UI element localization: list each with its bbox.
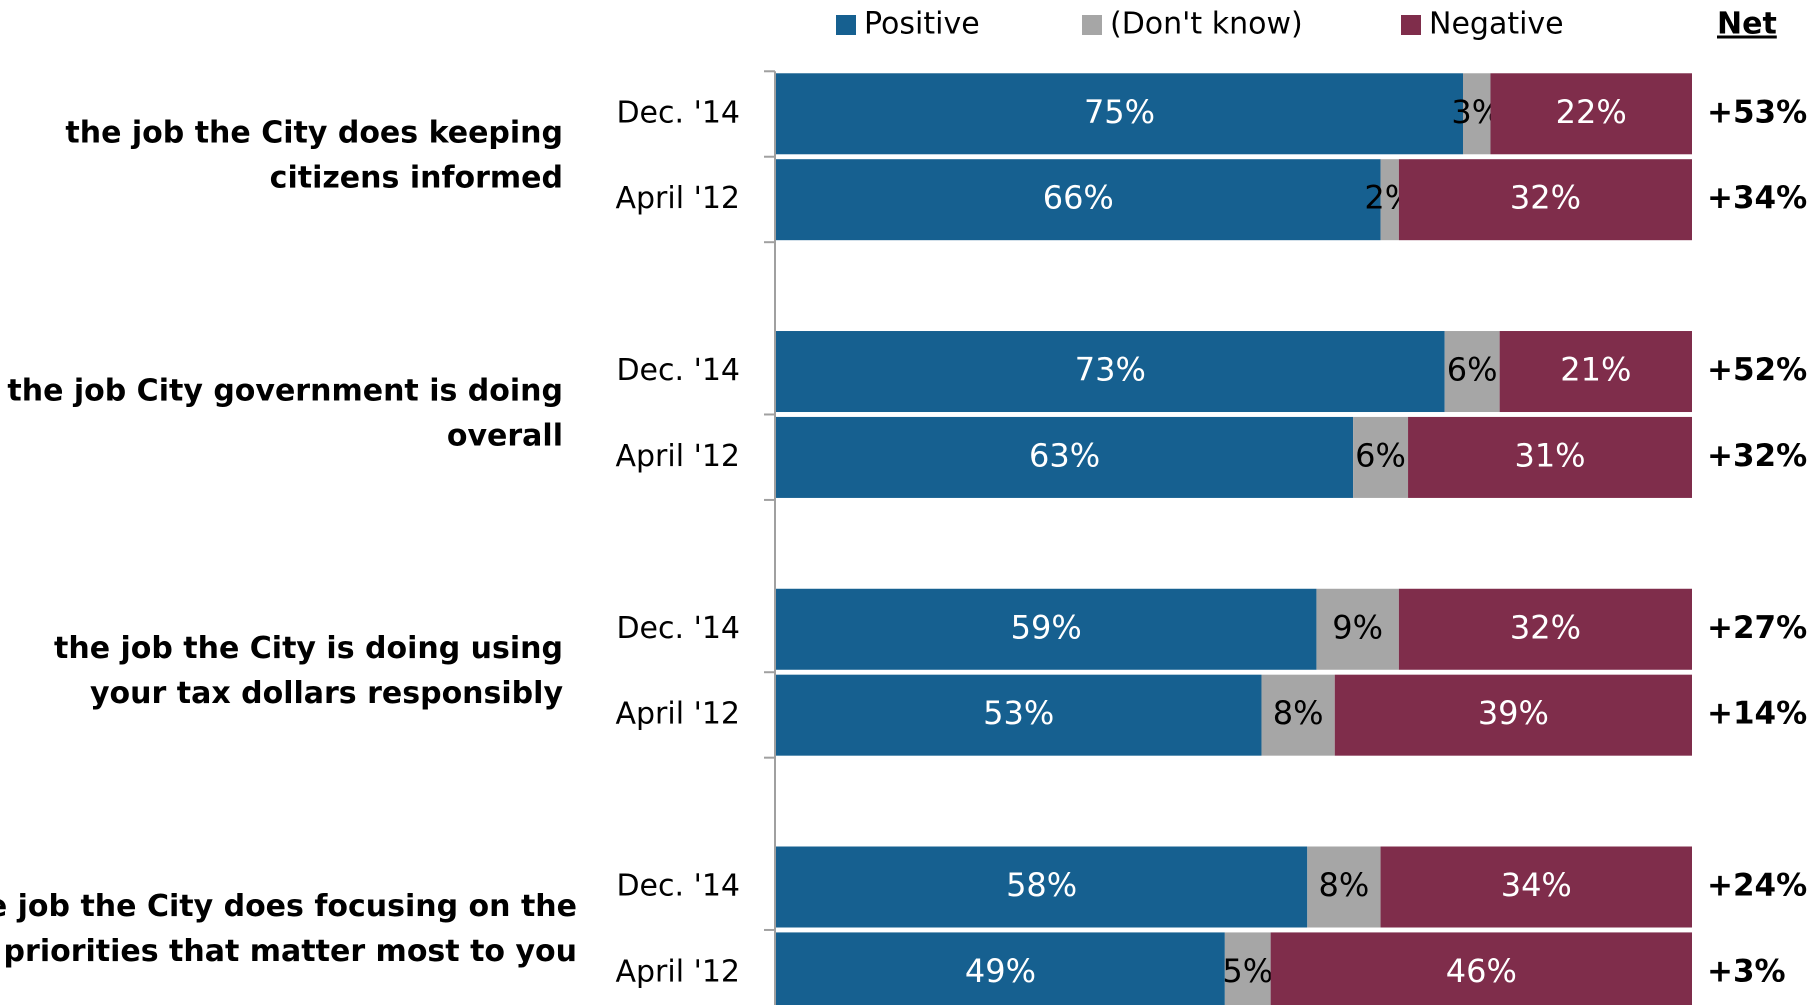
bar-segment <box>776 73 1463 155</box>
data-label: 8% <box>1319 866 1370 904</box>
net-title: Net <box>1717 7 1777 42</box>
legend-label: (Don't know) <box>1110 7 1303 42</box>
legend-swatch <box>1082 15 1102 35</box>
data-label: 5% <box>1222 952 1273 990</box>
data-label: 73% <box>1075 351 1146 389</box>
data-label: 39% <box>1478 694 1549 732</box>
data-label: 31% <box>1514 436 1585 474</box>
row-label: April '12 <box>615 954 740 989</box>
bar-segment <box>1334 674 1692 756</box>
bar-segment <box>1307 846 1381 928</box>
row-label: April '12 <box>615 697 740 732</box>
data-label: 32% <box>1510 608 1581 646</box>
net-label: +52% <box>1707 352 1807 388</box>
net-label: +32% <box>1707 438 1807 474</box>
group-label: your tax dollars responsibly <box>90 676 563 711</box>
net-label: +27% <box>1707 610 1807 646</box>
group-label: the job the City does keeping <box>65 116 563 151</box>
bar-segment <box>1316 588 1399 670</box>
bar-segment <box>776 588 1317 670</box>
bar-segment <box>1224 932 1271 1005</box>
row-label: Dec. '14 <box>616 353 740 388</box>
net-label: +3% <box>1707 953 1786 989</box>
data-label: 66% <box>1043 179 1114 217</box>
group-label: overall <box>447 418 563 453</box>
data-label: 53% <box>983 694 1054 732</box>
row-label: April '12 <box>615 181 740 216</box>
bar-segment <box>1499 331 1692 413</box>
data-label: 75% <box>1084 93 1155 131</box>
bar-segment <box>776 932 1225 1005</box>
group-label: the job the City is doing using <box>54 631 563 666</box>
bar-segment <box>1398 159 1692 241</box>
legend-label: Positive <box>864 7 980 42</box>
net-label: +53% <box>1707 94 1807 130</box>
bar-segment <box>776 331 1445 413</box>
data-label: 22% <box>1556 93 1627 131</box>
bar-segment <box>1490 73 1692 155</box>
row-label: Dec. '14 <box>616 869 740 904</box>
bar-segment <box>776 416 1354 498</box>
bar-segment <box>776 674 1262 756</box>
legend-swatch <box>1401 15 1421 35</box>
data-label: 58% <box>1006 866 1077 904</box>
row-label: April '12 <box>615 439 740 474</box>
group-label: the job City government is doing <box>7 373 563 408</box>
legend-label: Negative <box>1429 7 1564 42</box>
group-label: the job the City does focusing on the <box>0 889 577 924</box>
bar-segment <box>1270 932 1692 1005</box>
bar-segment <box>776 159 1381 241</box>
data-label: 9% <box>1332 608 1383 646</box>
data-label: 32% <box>1510 179 1581 217</box>
group-label: citizens informed <box>270 161 563 196</box>
bar-segment <box>1261 674 1335 756</box>
bar-segment <box>1463 73 1491 155</box>
bar-segment <box>1380 846 1692 928</box>
data-label: 6% <box>1355 436 1406 474</box>
row-label: Dec. '14 <box>616 611 740 646</box>
bar-segment <box>1408 416 1692 498</box>
data-label: 8% <box>1273 694 1324 732</box>
bar-segment <box>1398 588 1692 670</box>
data-label: 49% <box>965 952 1036 990</box>
data-label: 63% <box>1029 436 1100 474</box>
net-label: +34% <box>1707 180 1807 216</box>
bar-segment <box>1444 331 1500 413</box>
row-label: Dec. '14 <box>616 95 740 130</box>
data-label: 34% <box>1501 866 1572 904</box>
data-label: 6% <box>1447 351 1498 389</box>
bar-segment <box>1353 416 1409 498</box>
bar-segment <box>776 846 1308 928</box>
net-label: +14% <box>1707 696 1807 732</box>
data-label: 46% <box>1446 952 1517 990</box>
data-label: 59% <box>1011 608 1082 646</box>
net-label: +24% <box>1707 868 1807 904</box>
data-label: 21% <box>1560 351 1631 389</box>
bar-segment <box>1380 159 1399 241</box>
legend-swatch <box>836 15 856 35</box>
group-label: priorities that matter most to you <box>4 934 577 969</box>
